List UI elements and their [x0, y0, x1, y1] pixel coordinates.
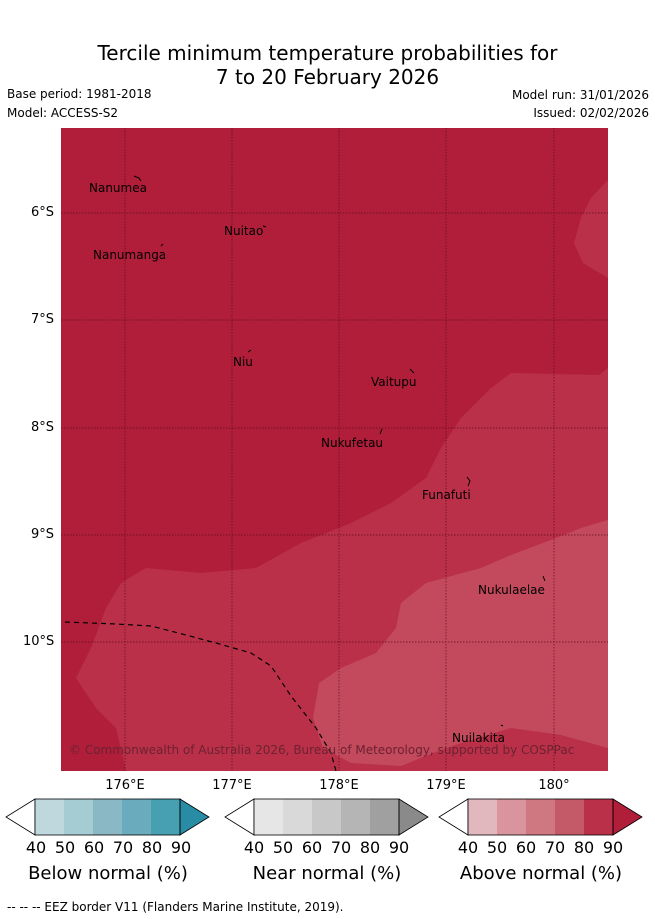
colorbar-segment [93, 799, 122, 835]
colorbar-segment [254, 799, 283, 835]
colorbar-extend-low [5, 798, 36, 836]
colorbar-segment [35, 799, 64, 835]
colorbar-extend-high [612, 798, 643, 836]
cb-above-tick-70: 70 [544, 838, 566, 857]
colorbar-frame [467, 798, 614, 836]
map-title-line2: 7 to 20 February 2026 [215, 65, 440, 89]
colorbar-extend-low [438, 798, 469, 836]
place-label-niu: Niu [233, 355, 253, 369]
place-label-funafuti: Funafuti [422, 488, 471, 502]
eez-footnote: -- -- -- EEZ border V11 (Flanders Marine… [7, 900, 344, 914]
place-label-nanumanga: Nanumanga [93, 248, 166, 262]
colorbar-near [224, 798, 429, 836]
cb-below-tick-60: 60 [83, 838, 105, 857]
cb-above-tick-60: 60 [515, 838, 537, 857]
cb-near-label: Near normal (%) [252, 863, 402, 884]
cb-near-tick-80: 80 [359, 838, 381, 857]
colorbar-segment [283, 799, 312, 835]
colorbar-segment [468, 799, 497, 835]
place-labels: Nanumea Nuitao Nanumanga Niu Vaitupu Nuk… [89, 181, 545, 745]
cb-below-tick-50: 50 [54, 838, 76, 857]
colorbar-above [438, 798, 643, 836]
lon-label-178e: 178°E [319, 778, 359, 793]
cb-above-tick-40: 40 [457, 838, 479, 857]
colorbar-segment [122, 799, 151, 835]
lon-label-177e: 177°E [212, 778, 252, 793]
copyright-notice: © Commonwealth of Australia 2026, Bureau… [69, 743, 574, 757]
colorbar-segment [497, 799, 526, 835]
colorbar-segment [341, 799, 370, 835]
above-80-region-ne [574, 180, 608, 278]
place-label-nuitao: Nuitao [224, 224, 263, 238]
cb-near-tick-50: 50 [272, 838, 294, 857]
cb-near-tick-90: 90 [388, 838, 410, 857]
lon-label-180: 180° [538, 778, 570, 793]
cb-above-tick-90: 90 [602, 838, 624, 857]
colorbar-extend-high [398, 798, 429, 836]
lat-label-6s: 6°S [31, 205, 55, 220]
model-run: Model run: 31/01/2026 [511, 88, 649, 102]
place-label-nukufetau: Nukufetau [321, 436, 383, 450]
cb-below-tick-40: 40 [25, 838, 47, 857]
place-label-vaitupu: Vaitupu [371, 375, 417, 389]
cb-above-tick-80: 80 [573, 838, 595, 857]
cb-above-tick-50: 50 [486, 838, 508, 857]
colorbar-segment [555, 799, 584, 835]
model-name: Model: ACCESS-S2 [7, 106, 119, 120]
colorbar-extend-high [179, 798, 210, 836]
cb-below-tick-90: 90 [170, 838, 192, 857]
lat-label-7s: 7°S [31, 312, 55, 327]
cb-near-tick-40: 40 [243, 838, 265, 857]
probability-map[interactable]: Nanumea Nuitao Nanumanga Niu Vaitupu Nuk… [61, 128, 608, 772]
lon-label-176e: 176°E [105, 778, 145, 793]
colorbar-segment [370, 799, 399, 835]
cb-above-label: Above normal (%) [459, 863, 623, 884]
colorbar-segment [64, 799, 93, 835]
map-title-line1: Tercile minimum temperature probabilitie… [97, 41, 558, 65]
issued-date: Issued: 02/02/2026 [533, 106, 649, 120]
place-label-nanumea: Nanumea [89, 181, 147, 195]
lon-label-179e: 179°E [426, 778, 466, 793]
cb-near-tick-70: 70 [330, 838, 352, 857]
colorbar-frame [34, 798, 181, 836]
above-70-region [313, 520, 608, 766]
lat-label-10s: 10°S [23, 634, 55, 649]
place-label-nukulaelae: Nukulaelae [478, 583, 545, 597]
place-label-nuilakita: Nuilakita [452, 731, 505, 745]
colorbar-extend-low [224, 798, 255, 836]
colorbar-segment [312, 799, 341, 835]
base-period: Base period: 1981-2018 [7, 87, 152, 101]
colorbar-below [5, 798, 210, 836]
above-70-region-east [589, 598, 608, 635]
colorbar-segment [151, 799, 180, 835]
cb-below-label: Below normal (%) [28, 863, 188, 884]
eez-border [64, 621, 337, 772]
lat-label-8s: 8°S [31, 420, 55, 435]
island-marks [133, 175, 546, 727]
lat-label-9s: 9°S [31, 527, 55, 542]
colorbar-frame [253, 798, 400, 836]
cb-below-tick-70: 70 [112, 838, 134, 857]
colorbar-segment [584, 799, 613, 835]
graticule [61, 128, 608, 771]
cb-near-tick-60: 60 [301, 838, 323, 857]
cb-below-tick-80: 80 [141, 838, 163, 857]
colorbar-segment [526, 799, 555, 835]
